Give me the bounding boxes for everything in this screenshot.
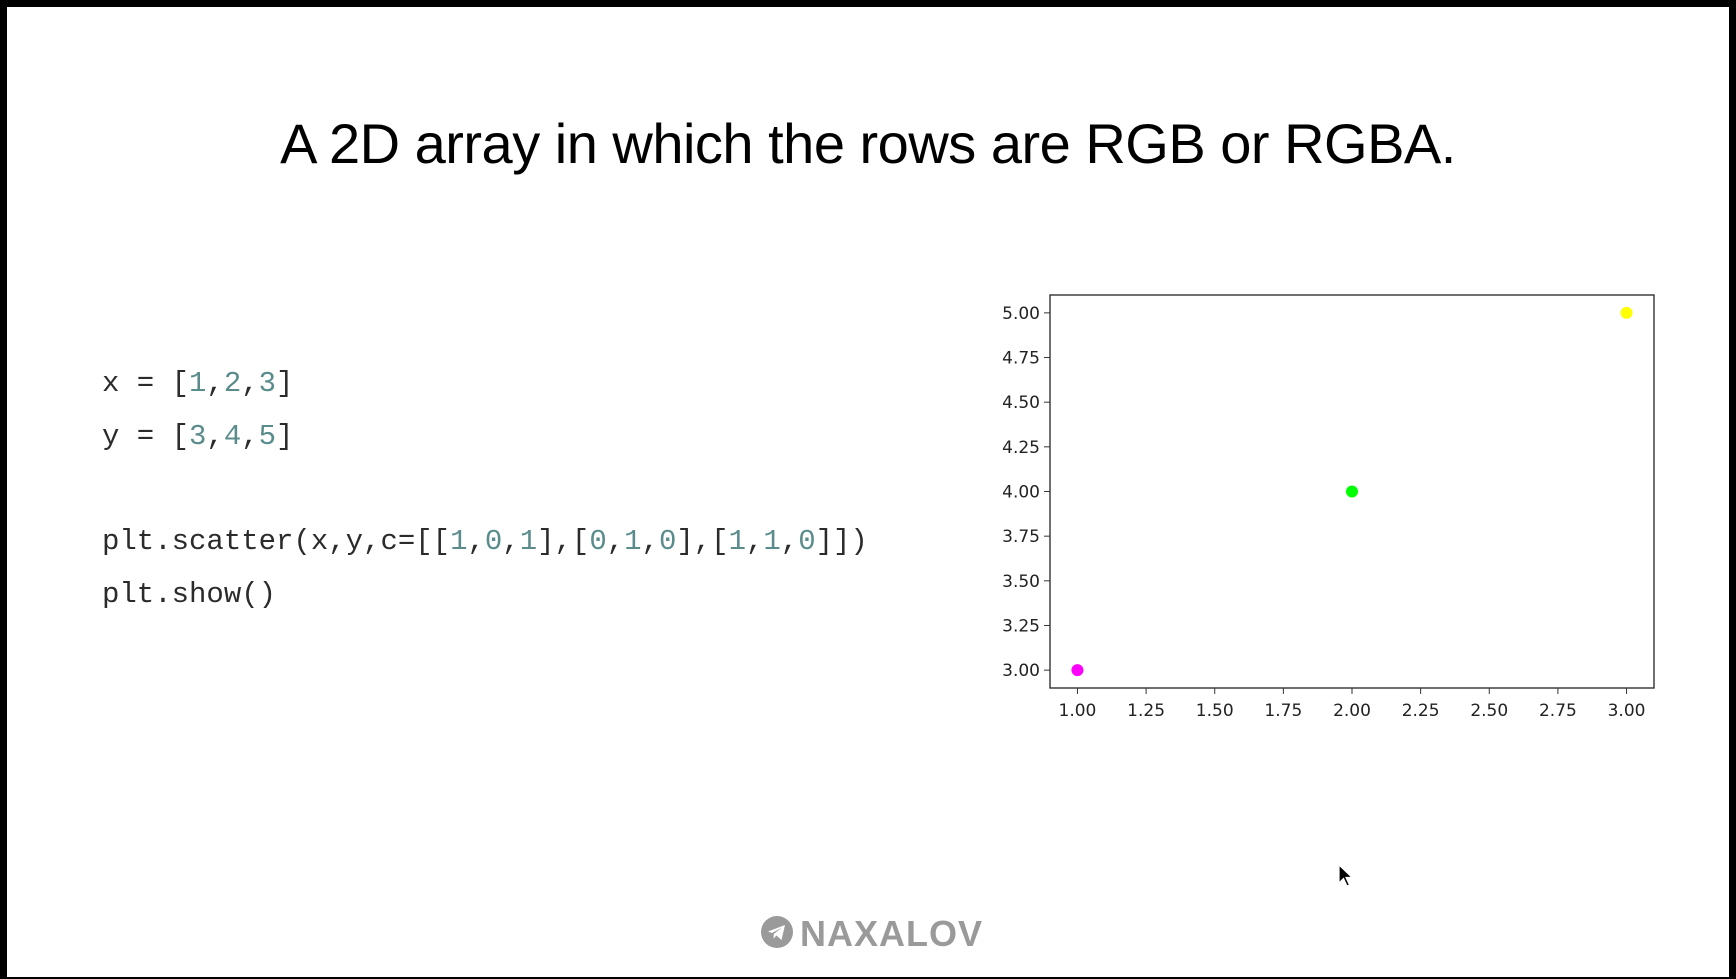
code-number-token: 1 (763, 525, 781, 558)
y-tick-label: 4.50 (1002, 393, 1040, 413)
watermark: NAXALOV (760, 913, 984, 954)
x-tick-label: 3.00 (1608, 701, 1646, 721)
code-number-token: 3 (258, 367, 277, 400)
telegram-plane-icon (760, 915, 794, 954)
code-text-token: , (780, 525, 799, 558)
code-text-token: , (641, 525, 659, 558)
code-text-token: , (206, 367, 224, 400)
code-number-token: 5 (258, 420, 277, 453)
code-text-token: plt.scatter(x,y,c=[[ (102, 525, 451, 558)
code-number-token: 0 (484, 525, 503, 558)
code-text-token: , (745, 525, 764, 558)
code-text-token: , (502, 525, 520, 558)
y-tick-label: 4.75 (1002, 349, 1040, 369)
code-text-token: , (241, 420, 259, 453)
code-text-token: ]]) (815, 525, 868, 558)
code-text-token: ] (276, 420, 294, 453)
scatter-chart: 1.00 1.25 1.50 1.75 2.00 2.25 2.50 2.75 3.00 3.00… (1002, 294, 1655, 721)
code-text-token: plt.show() (102, 578, 277, 611)
slide-title: A 2D array in which the rows are RGB or … (280, 112, 1456, 175)
scatter-point (1346, 485, 1358, 498)
y-tick-label: 5.00 (1002, 304, 1040, 324)
code-line-show: plt.show() (102, 577, 276, 613)
code-number-token: 1 (450, 525, 468, 558)
code-number-token: 1 (519, 525, 538, 558)
x-tick-label: 1.00 (1059, 701, 1097, 721)
code-number-token: 1 (189, 367, 207, 400)
code-text-token: x = [ (102, 367, 190, 400)
code-text-token: ],[ (676, 525, 729, 558)
code-number-token: 0 (589, 525, 607, 558)
y-tick-label: 3.00 (1002, 661, 1040, 681)
code-text-token: ] (276, 367, 294, 400)
code-text-token: ],[ (537, 525, 590, 558)
x-tick-label: 2.00 (1333, 701, 1371, 721)
code-number-token: 0 (798, 525, 816, 558)
x-tick-label: 1.25 (1127, 701, 1165, 721)
y-tick-label: 3.25 (1002, 616, 1040, 636)
x-tick-label: 2.50 (1470, 701, 1508, 721)
code-text-token: , (206, 420, 224, 453)
code-number-token: 4 (223, 420, 242, 453)
code-number-token: 3 (189, 420, 207, 453)
code-number-token: 2 (223, 367, 242, 400)
y-tick-label: 4.25 (1002, 438, 1040, 458)
scatter-point (1620, 306, 1633, 319)
code-line-scatter: plt.scatter(x,y,c=[[1,0,1],[0,1,0],[1,1,… (102, 524, 868, 560)
code-text-token: , (467, 525, 485, 558)
code-number-token: 1 (728, 525, 746, 558)
x-tick-label: 2.25 (1402, 701, 1440, 721)
y-tick-label: 3.50 (1002, 572, 1040, 592)
code-number-token: 1 (624, 525, 642, 558)
code-text-token: y = [ (102, 420, 190, 453)
code-number-token: 0 (658, 525, 677, 558)
y-tick-label: 4.00 (1002, 483, 1040, 503)
mouse-pointer-icon (1338, 863, 1356, 895)
y-tick-label: 3.75 (1002, 527, 1040, 547)
code-text-token: , (241, 367, 259, 400)
scatter-point (1071, 664, 1084, 677)
code-text-token: , (606, 525, 625, 558)
watermark-text: NAXALOV (800, 913, 984, 954)
x-tick-label: 1.75 (1264, 701, 1302, 721)
code-line-x: x = [1,2,3] (102, 366, 293, 402)
x-tick-label: 2.75 (1539, 701, 1577, 721)
code-line-y: y = [3,4,5] (102, 419, 293, 455)
x-tick-label: 1.50 (1196, 701, 1234, 721)
